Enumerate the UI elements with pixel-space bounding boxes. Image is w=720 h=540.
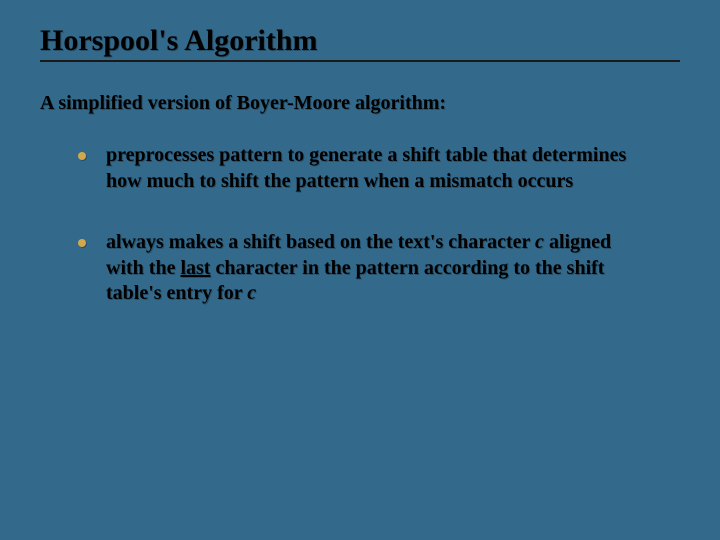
bullet-text: always makes a shift based on the text's… [106, 231, 535, 253]
list-item: preprocesses pattern to generate a shift… [78, 143, 646, 194]
slide-subtitle: A simplified version of Boyer-Moore algo… [40, 92, 680, 115]
bullet-list: preprocesses pattern to generate a shift… [78, 143, 680, 307]
list-item: always makes a shift based on the text's… [78, 230, 646, 307]
slide-title: Horspool's Algorithm [40, 24, 680, 58]
var-c: c [247, 282, 256, 304]
title-rule [40, 60, 680, 62]
word-last: last [180, 257, 210, 279]
var-c: c [535, 231, 544, 253]
bullet-text: preprocesses pattern to generate a shift… [106, 144, 626, 192]
slide: Horspool's Algorithm A simplified versio… [0, 0, 720, 540]
